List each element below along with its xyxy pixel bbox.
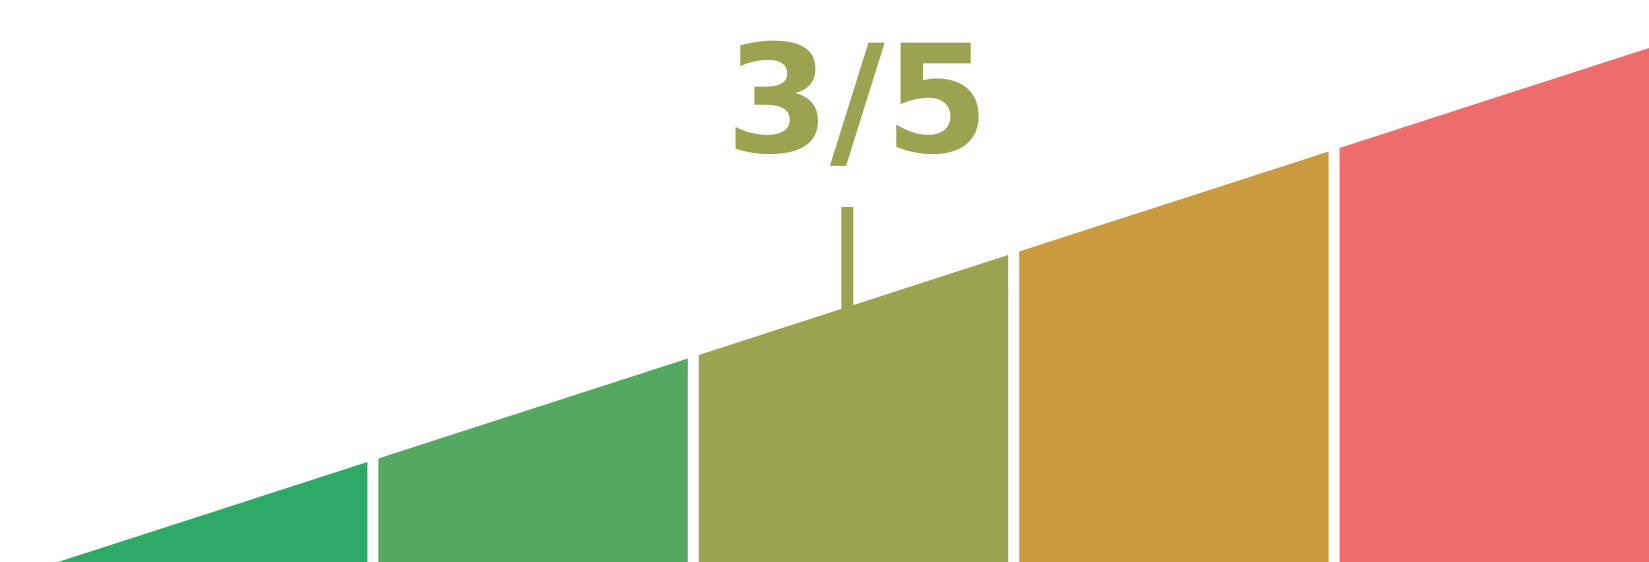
gauge-segment-5 (1339, 48, 1649, 562)
score-label: 3/5 (726, 14, 990, 188)
gauge-segments (58, 48, 1649, 562)
gauge-segment-2 (378, 358, 688, 562)
gauge-segment-1 (58, 462, 368, 562)
gauge-segment-3 (698, 255, 1009, 562)
gauge-segment-4 (1019, 151, 1329, 562)
gauge-pointer (841, 207, 854, 313)
